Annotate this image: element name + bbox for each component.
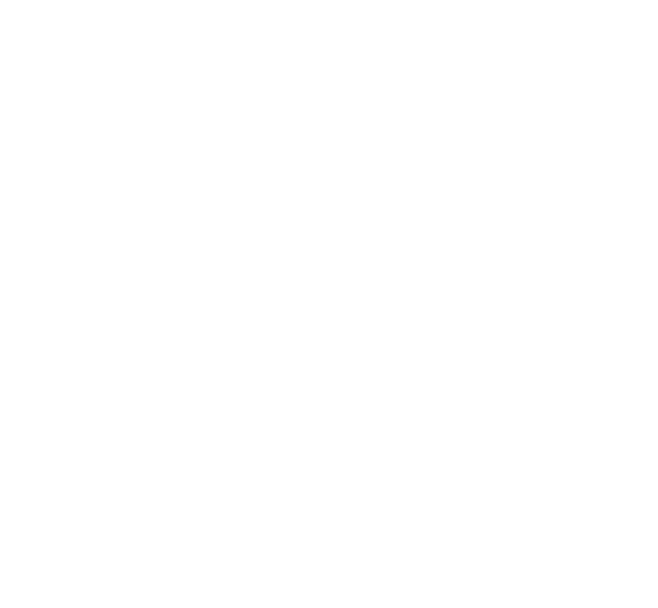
Text: C: C (13, 576, 26, 594)
Text: A: A (492, 131, 503, 145)
Text: D: D (86, 452, 98, 467)
Text: B: B (343, 271, 357, 289)
Text: I: I (481, 152, 487, 167)
Text: P: P (510, 170, 520, 185)
Text: A: A (13, 271, 27, 289)
